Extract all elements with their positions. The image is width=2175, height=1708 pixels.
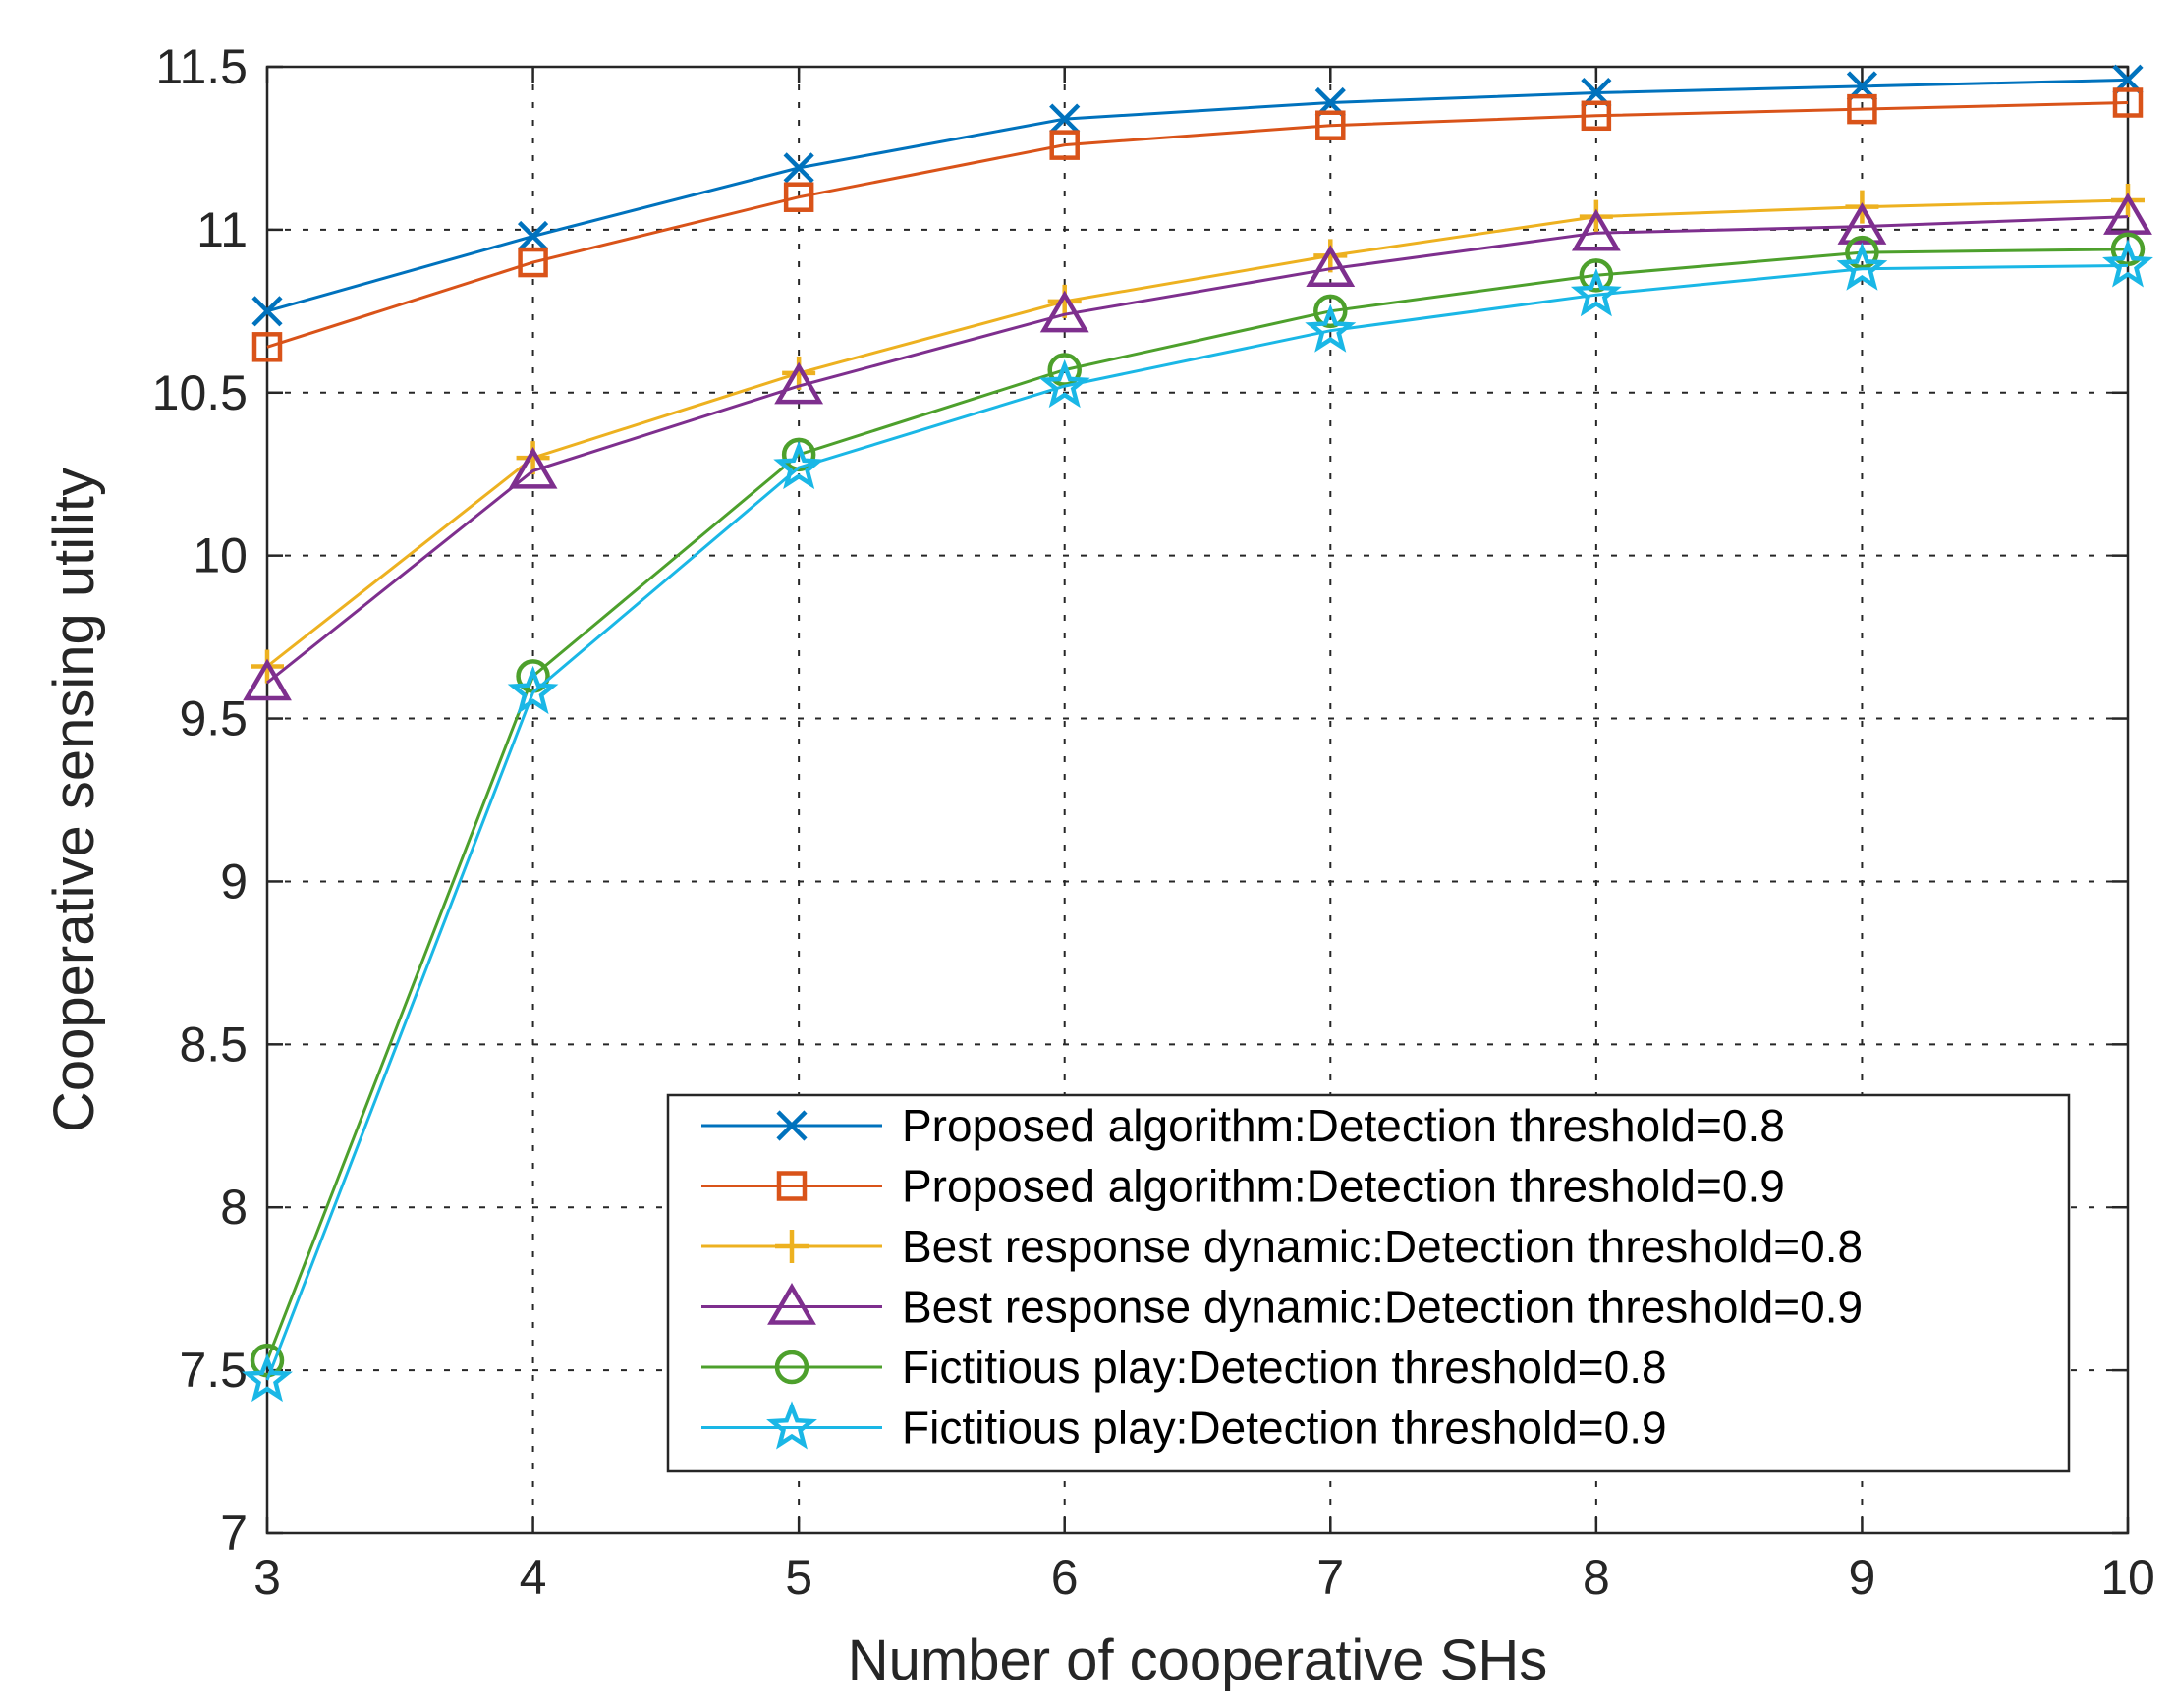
data-point-marker xyxy=(1847,93,1877,125)
data-point-marker xyxy=(1579,258,1614,293)
data-point-marker xyxy=(2110,232,2146,267)
data-point-marker xyxy=(1049,130,1080,160)
data-point-marker xyxy=(516,441,550,475)
legend-marker xyxy=(766,1401,817,1450)
data-point-marker xyxy=(783,152,814,184)
data-point-marker xyxy=(1313,294,1348,329)
y-tick-label: 11 xyxy=(196,202,248,257)
series-line xyxy=(266,78,2129,313)
data-point-marker xyxy=(1581,100,1612,132)
y-tick-label: 11.5 xyxy=(155,39,248,94)
data-point-marker xyxy=(1315,110,1346,140)
data-point-marker xyxy=(1039,290,1089,333)
series-line xyxy=(265,248,2129,1361)
legend: Proposed algorithm:Detection threshold=0… xyxy=(666,1093,2071,1473)
data-point-marker xyxy=(773,440,825,490)
y-tick-label: 9.5 xyxy=(179,691,248,746)
legend-label: Best response dynamic:Detection threshol… xyxy=(902,1282,1863,1333)
legend-marker xyxy=(776,1171,808,1201)
series-1 xyxy=(251,64,2144,327)
legend-marker xyxy=(767,1283,816,1325)
series-line xyxy=(266,198,2129,668)
data-point-marker xyxy=(251,296,283,327)
data-point-marker xyxy=(1836,242,1888,291)
data-point-marker xyxy=(518,247,548,278)
data-point-marker xyxy=(2102,239,2153,288)
x-tick-label: 8 xyxy=(1583,1550,1610,1605)
x-tick-label: 7 xyxy=(1316,1550,1344,1605)
data-point-marker xyxy=(1570,267,1622,317)
legend-item: Proposed algorithm:Detection threshold=0… xyxy=(701,1161,1785,1212)
legend-item: Fictitious play:Detection threshold=0.9 xyxy=(701,1401,1667,1454)
y-tick-label: 10 xyxy=(193,528,248,583)
data-point-marker xyxy=(1049,103,1081,135)
legend-label: Proposed algorithm:Detection threshold=0… xyxy=(902,1100,1785,1151)
series-group xyxy=(242,64,2153,1403)
series-2 xyxy=(251,87,2144,362)
x-tick-label: 3 xyxy=(253,1550,281,1605)
y-tick-label: 10.5 xyxy=(152,365,248,420)
legend-item: Fictitious play:Detection threshold=0.8 xyxy=(701,1342,1667,1393)
data-point-marker xyxy=(1313,239,1348,273)
legend-item: Proposed algorithm:Detection threshold=0… xyxy=(701,1100,1785,1151)
legend-label: Best response dynamic:Detection threshol… xyxy=(902,1221,1863,1272)
data-point-marker xyxy=(507,665,559,715)
legend-box xyxy=(666,1093,2071,1473)
series-line xyxy=(266,101,2129,349)
series-6 xyxy=(242,239,2153,1403)
x-axis-title: Number of cooperative SHs xyxy=(848,1628,1547,1692)
legend-marker xyxy=(776,1110,808,1141)
data-point-marker xyxy=(1047,353,1082,387)
legend-label: Proposed algorithm:Detection threshold=0… xyxy=(902,1161,1785,1212)
series-line xyxy=(266,215,2129,685)
y-tick-label: 9 xyxy=(220,854,248,909)
data-point-marker xyxy=(517,220,549,252)
data-point-marker xyxy=(250,1343,285,1378)
y-tick-label: 8.5 xyxy=(179,1017,248,1072)
data-point-marker xyxy=(1047,284,1082,318)
legend-marker xyxy=(775,1230,809,1263)
data-point-marker xyxy=(1038,358,1090,409)
data-point-marker xyxy=(2112,87,2144,118)
data-point-marker xyxy=(774,361,824,405)
data-point-marker xyxy=(242,1352,293,1403)
series-line xyxy=(265,263,2129,1381)
x-tick-label: 5 xyxy=(785,1550,812,1605)
data-point-marker xyxy=(782,356,816,390)
data-point-marker xyxy=(1305,303,1357,353)
data-point-marker xyxy=(1845,235,1879,270)
data-point-marker xyxy=(1571,208,1621,251)
legend-item: Best response dynamic:Detection threshol… xyxy=(701,1282,1863,1333)
legend-label: Fictitious play:Detection threshold=0.8 xyxy=(902,1342,1667,1393)
data-point-marker xyxy=(243,658,292,701)
x-tick-label: 6 xyxy=(1051,1550,1079,1605)
data-point-marker xyxy=(1306,245,1356,287)
data-point-marker xyxy=(783,182,814,212)
legend-item: Best response dynamic:Detection threshol… xyxy=(701,1221,1863,1272)
x-tick-label: 4 xyxy=(520,1550,547,1605)
data-point-marker xyxy=(251,332,283,362)
data-point-marker xyxy=(508,446,558,489)
y-axis-title: Cooperative sensing utility xyxy=(42,468,106,1132)
plot-area-frame xyxy=(265,65,2130,1535)
y-tick-label: 8 xyxy=(220,1180,248,1235)
y-tick-label: 7 xyxy=(220,1506,248,1561)
x-tick-label: 10 xyxy=(2100,1550,2155,1605)
x-tick-label: 9 xyxy=(1849,1550,1876,1605)
legend-marker xyxy=(774,1350,809,1385)
y-tick-label: 7.5 xyxy=(179,1343,248,1398)
legend-label: Fictitious play:Detection threshold=0.9 xyxy=(902,1403,1667,1454)
axis-ticks: 3 4 5 6 7 8 9 10 7 7.5 8 8.5 9 9.5 10 10.5 11 11.5 xyxy=(152,39,2155,1605)
